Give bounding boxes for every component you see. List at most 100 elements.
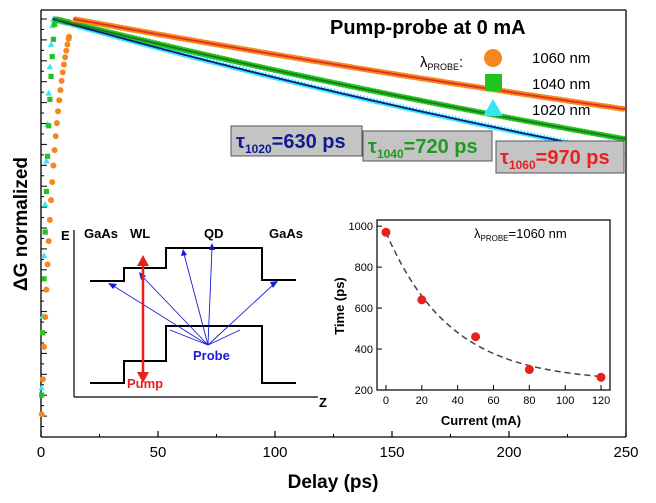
legend-label-1040: 1040 nm <box>532 76 590 93</box>
data-point-1060-nm <box>62 54 69 61</box>
data-point-1060-nm <box>58 77 65 84</box>
inset-points <box>381 227 606 382</box>
inset-x-tick-label: 20 <box>416 395 428 407</box>
main-x-tick-label: 50 <box>150 444 167 461</box>
inset-data-point <box>381 227 391 237</box>
diagram-label-gaas-left: GaAs <box>84 226 118 241</box>
inset-frame <box>376 219 611 391</box>
diagram-label-qd: QD <box>204 226 224 241</box>
data-point-1060-nm <box>49 179 56 186</box>
data-point-1060-nm <box>66 33 73 40</box>
legend-label-1020: 1020 nm <box>532 102 590 119</box>
data-point-1040-nm <box>50 36 57 42</box>
tau-1020-label: τ1020=630 ps <box>236 131 346 156</box>
main-x-ticks: 0 50 100 150 200 250 <box>37 431 639 461</box>
main-fit-layer <box>52 18 627 155</box>
data-point-1060-nm <box>60 61 67 68</box>
inset-x-tick-label: 80 <box>523 395 535 407</box>
data-point-1060-nm <box>63 47 70 54</box>
data-point-1040-nm <box>46 123 52 129</box>
main-title: Pump-probe at 0 mA <box>330 17 526 39</box>
data-point-1060-nm <box>52 133 59 140</box>
inset-x-tick-label: 100 <box>556 395 574 407</box>
diagram-label-gaas-right: GaAs <box>269 226 303 241</box>
inset-data-point <box>417 295 427 305</box>
probe-arrowheads <box>108 243 278 289</box>
inset-x-tick-label: 60 <box>487 395 499 407</box>
diagram-z-label: Z <box>319 395 327 410</box>
data-point-1020-nm <box>46 63 54 70</box>
inset-x-tick-label: 40 <box>452 395 464 407</box>
data-point-1060-nm <box>53 120 60 127</box>
diagram-label-probe: Probe <box>193 348 230 363</box>
data-point-1020-nm <box>45 89 52 96</box>
probe-arrows <box>111 247 275 346</box>
data-point-1060-nm <box>43 286 50 293</box>
data-point-1020-nm <box>42 201 49 207</box>
tau-1040-label: τ1040=720 ps <box>368 136 478 161</box>
data-point-1060-nm <box>50 162 57 169</box>
data-point-1060-nm <box>38 411 45 418</box>
fit-line-1020-nm <box>52 18 624 155</box>
data-point-1060-nm <box>64 41 71 48</box>
data-point-1040-nm <box>43 188 49 195</box>
inset-subtitle: λPROBE=1060 nm <box>474 226 567 243</box>
data-point-1020-nm <box>40 252 48 259</box>
data-point-1040-nm <box>49 53 55 60</box>
data-point-1040-nm <box>51 21 58 27</box>
inset-data-point <box>596 372 606 382</box>
data-point-1060-nm <box>51 147 58 154</box>
tau-1060-box: τ1060=970 ps <box>495 140 625 174</box>
main-x-tick-label: 150 <box>379 444 404 461</box>
main-x-label: Delay (ps) <box>288 472 379 493</box>
inset-x-tick-label: 0 <box>383 395 389 407</box>
inset-x-label: Current (mA) <box>441 413 521 428</box>
pump-arrow <box>137 255 149 383</box>
data-point-1020-nm <box>38 384 45 391</box>
data-point-1060-nm <box>48 197 55 204</box>
fit-line-1060-nm <box>73 18 627 111</box>
main-y-label: ΔG normalized <box>11 157 32 291</box>
inset-y-tick-label: 400 <box>355 344 373 356</box>
data-point-1040-nm <box>47 96 53 102</box>
inset-y-tick-label: 800 <box>355 262 373 274</box>
data-point-1040-nm <box>39 392 45 398</box>
tau-1020-box: τ1020=630 ps <box>230 125 363 157</box>
data-point-1060-nm <box>59 69 66 76</box>
tau-annotations: τ1020=630 ps τ1040=720 ps τ1060=970 ps <box>230 125 625 174</box>
data-point-1060-nm <box>45 238 52 245</box>
main-y-ticks <box>41 18 47 438</box>
data-point-1020-nm <box>47 41 55 47</box>
main-x-tick-label: 250 <box>613 444 638 461</box>
data-point-1060-nm <box>55 108 62 115</box>
inset-data-point <box>524 365 534 375</box>
inset-y-tick-label: 1000 <box>349 221 373 233</box>
legend-marker-1060 <box>484 49 502 67</box>
main-x-tick-label: 100 <box>262 444 287 461</box>
fit-line-1040-nm <box>54 18 627 140</box>
data-point-1040-nm <box>44 153 51 159</box>
data-point-1060-nm <box>46 216 53 223</box>
diagram-label-pump: Pump <box>127 376 163 391</box>
tau-1060-label: τ1060=970 ps <box>500 147 610 172</box>
tau-1040-box: τ1040=720 ps <box>362 130 493 162</box>
inset-y-ticks: 200 400 600 800 1000 <box>349 221 382 397</box>
data-point-1060-nm <box>44 261 51 268</box>
legend: λPROBE: 1060 nm 1040 nm 1020 nm <box>420 49 590 119</box>
inset-x-tick-label: 120 <box>592 395 610 407</box>
inset-data-point <box>471 332 481 342</box>
data-point-1060-nm <box>39 376 46 383</box>
data-point-1020-nm <box>43 157 50 164</box>
data-point-1060-nm <box>42 314 49 321</box>
diagram-e-label: E <box>61 228 70 243</box>
data-point-1060-nm <box>57 87 64 94</box>
data-point-1040-nm <box>48 73 54 80</box>
data-point-1060-nm <box>41 343 48 350</box>
inset-y-label: Time (ps) <box>332 277 347 335</box>
data-point-1060-nm <box>56 97 63 104</box>
inset-y-tick-label: 600 <box>355 303 373 315</box>
valence-band <box>90 325 296 384</box>
legend-title: λPROBE: <box>420 54 463 72</box>
